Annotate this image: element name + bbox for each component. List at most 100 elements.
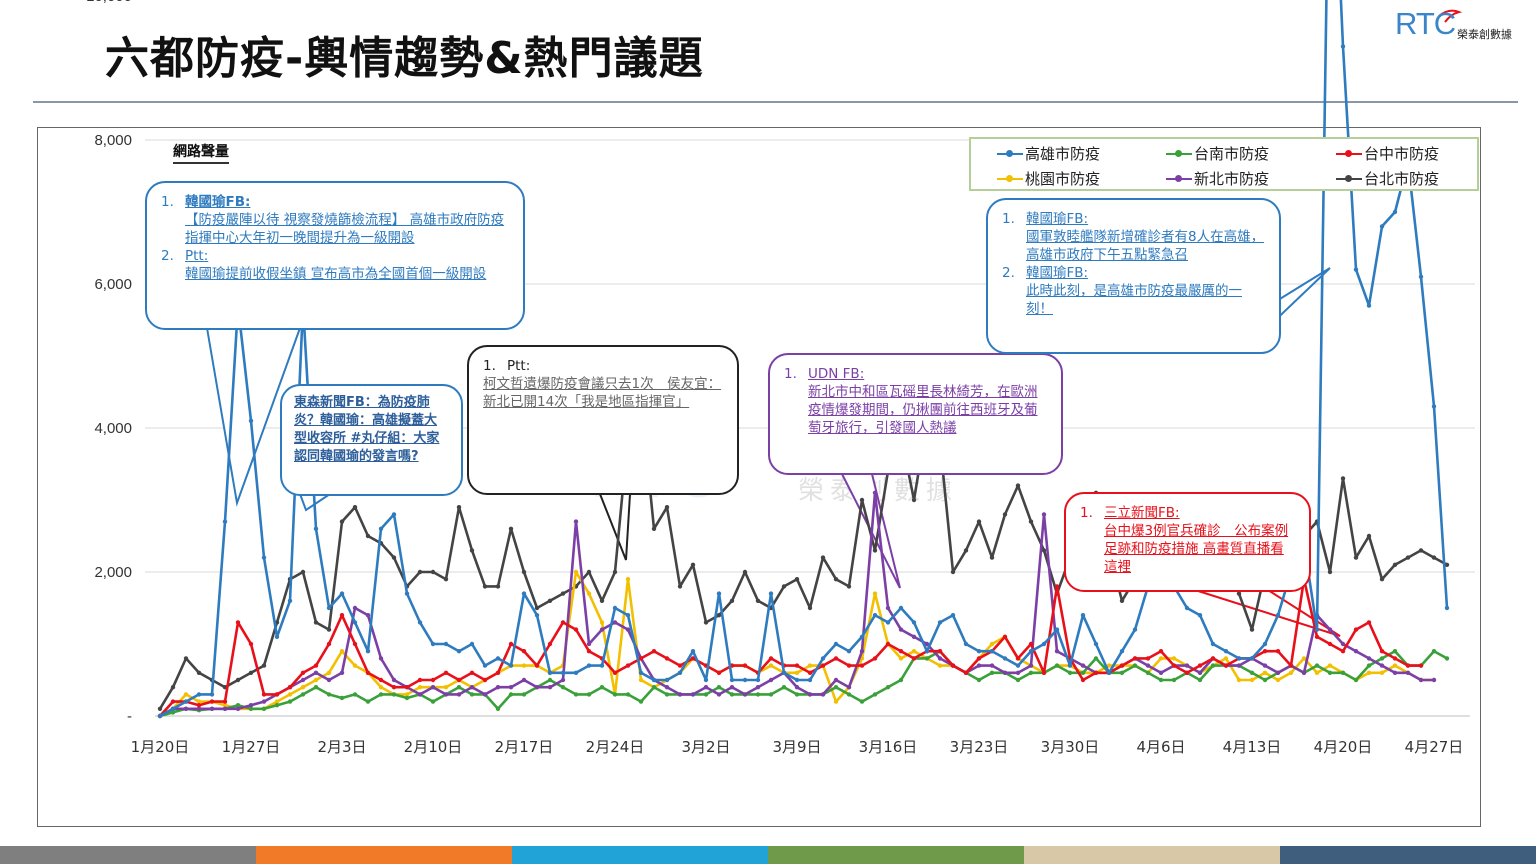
data-point [807, 692, 813, 697]
data-point [664, 677, 670, 683]
data-point [1301, 670, 1307, 675]
data-point [1184, 605, 1190, 611]
callout-text: 台中爆3例官兵確診 公布案例足跡和防疫措施 高畫質直播看這裡 [1104, 523, 1289, 575]
data-point [859, 497, 865, 503]
data-point [703, 677, 709, 683]
data-point [885, 620, 891, 625]
data-point [989, 670, 995, 675]
data-point [417, 677, 423, 683]
data-point [404, 685, 410, 690]
data-point [313, 685, 319, 690]
callout-kaohsiung-jan: 1. 韓國瑜FB: 【防疫嚴陣以待 視察發燒篩檢流程】 高雄市政府防疫指揮中心大年… [145, 181, 525, 330]
data-point [1080, 663, 1086, 668]
data-point [573, 670, 579, 675]
data-point [1067, 663, 1073, 668]
data-point [1041, 641, 1047, 647]
data-point [1119, 670, 1125, 675]
data-point [1366, 533, 1372, 539]
data-point [261, 706, 267, 711]
data-point [1080, 613, 1086, 618]
legend-swatch-icon [1166, 149, 1192, 157]
data-point [469, 692, 475, 697]
data-point [1145, 670, 1151, 675]
y-tick-label: 6,000 [94, 276, 132, 293]
data-point [1015, 483, 1021, 488]
callout-line: 新北市中和區瓦磘里長林綺芳，在歐洲疫情爆發期間，仍揪團前往西班牙及葡萄牙旅行，引… [784, 383, 1047, 437]
data-point [872, 548, 878, 553]
data-point [989, 663, 995, 668]
data-point [521, 663, 527, 668]
data-point [404, 695, 410, 701]
data-point [755, 685, 761, 690]
data-point [469, 548, 475, 553]
data-point [508, 641, 514, 647]
data-point [508, 685, 514, 690]
data-point [1444, 562, 1450, 567]
data-point [1275, 670, 1281, 675]
data-point [794, 685, 800, 690]
data-point [300, 569, 306, 575]
data-point [339, 695, 345, 701]
data-point [1379, 649, 1385, 654]
data-point [742, 677, 748, 683]
data-point [586, 663, 592, 668]
logo-subtitle: 榮泰創數據 [1457, 28, 1512, 41]
data-point [495, 670, 501, 675]
callout-text: 國軍敦睦艦隊新增確診者有8人在高雄，高雄市政府下午五點緊急召 [1026, 229, 1265, 263]
footer-segment [256, 846, 512, 864]
data-point [1353, 677, 1359, 683]
data-point [443, 641, 449, 647]
data-point [430, 699, 436, 704]
data-point [1119, 649, 1125, 654]
data-point [859, 649, 865, 654]
data-point [937, 649, 943, 654]
data-point [248, 641, 254, 647]
data-point [1236, 663, 1242, 668]
data-point [1171, 656, 1177, 661]
data-point [1262, 670, 1268, 675]
data-point [1431, 677, 1437, 683]
data-point [1145, 663, 1151, 668]
data-point [1405, 555, 1411, 560]
data-point [911, 497, 917, 503]
data-point [196, 703, 202, 708]
data-point [690, 692, 696, 697]
data-point [352, 641, 358, 647]
x-tick-label: 2月3日 [317, 738, 366, 756]
callout-text: 韓國瑜FB: [1026, 265, 1089, 281]
data-point [976, 649, 982, 654]
data-point [872, 490, 878, 495]
data-point [326, 641, 332, 647]
data-point [248, 670, 254, 675]
data-point [417, 692, 423, 697]
data-point [846, 685, 852, 690]
data-point [1210, 656, 1216, 661]
data-point [469, 670, 475, 675]
x-tick-label: 3月23日 [950, 738, 1009, 756]
data-point [560, 685, 566, 690]
y-tick-label: 8,000 [94, 132, 132, 149]
x-tick-label: 2月17日 [495, 738, 554, 756]
data-point [339, 670, 345, 675]
data-point [365, 613, 371, 618]
data-point [976, 663, 982, 668]
data-point [1002, 512, 1008, 517]
data-point [963, 548, 969, 553]
data-point [1119, 598, 1125, 603]
data-point [391, 555, 397, 560]
data-point [352, 620, 358, 625]
data-point [1093, 641, 1099, 647]
legend-label: 高雄市防疫 [1025, 145, 1101, 163]
callout-line: 1. Ptt: [483, 357, 723, 375]
data-point [1002, 656, 1008, 661]
data-point [274, 703, 280, 708]
data-point [1392, 562, 1398, 567]
data-point [1431, 404, 1437, 409]
data-point [521, 591, 527, 596]
data-point [300, 670, 306, 675]
data-point [1262, 677, 1268, 683]
callout-kaohsiung-apr: 1. 韓國瑜FB: 國軍敦睦艦隊新增確診者有8人在高雄，高雄市政府下午五點緊急召 … [986, 198, 1281, 354]
data-point [456, 692, 462, 697]
data-point [1158, 670, 1164, 675]
callout-line: 1. 韓國瑜FB: [161, 193, 509, 211]
